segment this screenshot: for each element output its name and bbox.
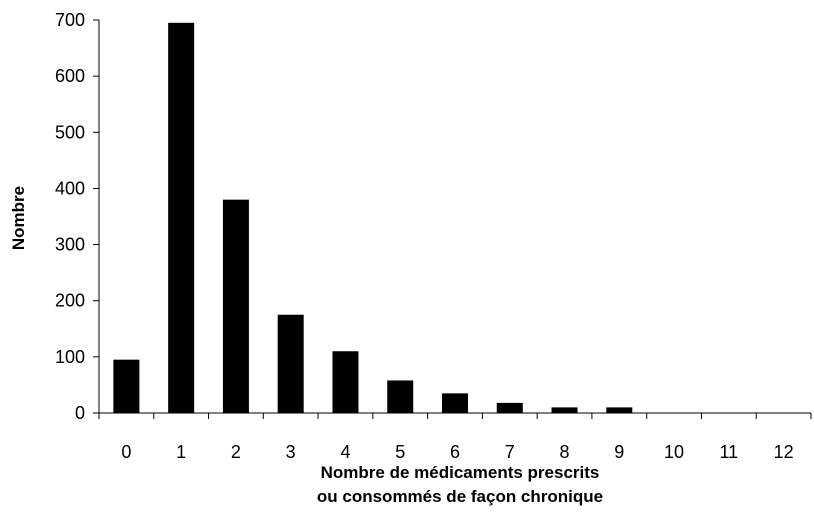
x-tick-label: 3 bbox=[286, 442, 296, 462]
y-tick-label: 400 bbox=[55, 178, 85, 198]
x-tick-label: 11 bbox=[720, 442, 739, 462]
bar-8 bbox=[551, 407, 578, 413]
x-tick-label: 0 bbox=[121, 442, 131, 462]
x-axis-title-line-1: Nombre de médicaments prescrits bbox=[321, 463, 600, 482]
bar-0 bbox=[113, 359, 140, 413]
x-tick-label: 1 bbox=[176, 442, 186, 462]
bars bbox=[113, 22, 633, 414]
bar-3 bbox=[277, 314, 304, 413]
bar-6 bbox=[442, 393, 468, 413]
y-tick-label: 600 bbox=[55, 66, 85, 86]
bar-4 bbox=[332, 351, 359, 413]
x-tick-label: 2 bbox=[231, 442, 241, 462]
y-tick-label: 500 bbox=[55, 122, 85, 142]
x-tick-label: 6 bbox=[450, 442, 460, 462]
x-tick-label: 9 bbox=[614, 442, 624, 462]
y-tick-label: 100 bbox=[55, 347, 85, 367]
x-tick-label: 5 bbox=[395, 442, 405, 462]
x-tick-label: 4 bbox=[340, 442, 350, 462]
bar-5 bbox=[387, 380, 414, 413]
y-tick-label: 700 bbox=[55, 10, 85, 30]
bar-2 bbox=[222, 199, 249, 413]
x-tick-label: 7 bbox=[505, 442, 515, 462]
x-tick-label: 8 bbox=[560, 442, 570, 462]
y-axis-title: Nombre bbox=[9, 186, 28, 250]
x-tick-label: 10 bbox=[664, 442, 684, 462]
x-tick-label: 12 bbox=[774, 442, 794, 462]
y-tick-label: 200 bbox=[55, 291, 85, 311]
y-tick-label: 0 bbox=[75, 403, 85, 423]
bar-1 bbox=[168, 22, 195, 414]
bar-7 bbox=[496, 402, 523, 413]
bar-9 bbox=[606, 407, 633, 413]
y-tick-label: 300 bbox=[55, 235, 85, 255]
x-axis: 0 1 2 3 4 5 6 7 8 9 10 11 12 bbox=[98, 412, 812, 462]
y-axis: 0 100 200 300 400 500 600 700 bbox=[55, 10, 100, 423]
x-axis-title-line-2: ou consommés de façon chronique bbox=[317, 487, 603, 506]
